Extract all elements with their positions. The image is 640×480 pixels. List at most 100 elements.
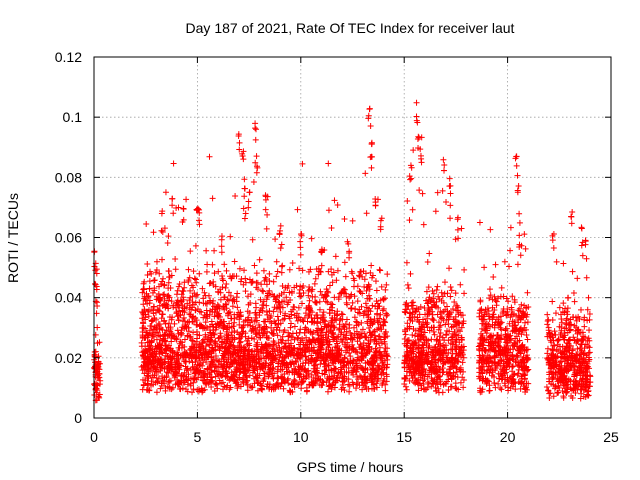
data-point	[342, 321, 349, 328]
data-point	[253, 163, 260, 170]
data-point	[429, 380, 436, 387]
data-point	[96, 394, 103, 401]
data-point	[155, 332, 162, 339]
data-point	[255, 355, 262, 362]
data-point	[139, 308, 146, 315]
data-point	[246, 189, 253, 196]
data-point	[141, 377, 148, 384]
data-point	[429, 349, 436, 356]
data-point	[315, 271, 322, 278]
data-point	[157, 297, 164, 304]
data-point	[428, 383, 435, 390]
data-point	[349, 341, 356, 348]
data-point	[204, 261, 211, 268]
data-point	[452, 380, 459, 387]
data-point	[557, 348, 564, 355]
data-point	[407, 176, 414, 183]
data-point	[219, 364, 226, 371]
data-point	[431, 360, 438, 367]
data-point	[487, 347, 494, 354]
data-point	[248, 317, 255, 324]
data-point	[350, 367, 357, 374]
data-point	[301, 329, 308, 336]
data-point	[229, 351, 236, 358]
data-point	[230, 296, 237, 303]
data-point	[552, 383, 559, 390]
data-point	[442, 321, 449, 328]
data-point	[376, 333, 383, 340]
data-point	[93, 286, 100, 293]
data-point	[489, 367, 496, 374]
data-point	[232, 378, 239, 385]
data-point	[209, 195, 216, 202]
data-point	[435, 326, 442, 333]
data-point	[407, 270, 414, 277]
data-point	[358, 342, 365, 349]
data-point	[444, 303, 451, 310]
data-point	[523, 332, 530, 339]
data-point	[203, 268, 210, 275]
data-point	[448, 375, 455, 382]
data-point	[458, 324, 465, 331]
data-point	[570, 334, 577, 341]
data-point	[362, 300, 369, 307]
data-point	[436, 373, 443, 380]
data-point	[297, 244, 304, 251]
data-point	[378, 340, 385, 347]
data-point	[153, 309, 160, 316]
data-point	[329, 381, 336, 388]
data-point	[556, 384, 563, 391]
data-point	[577, 329, 584, 336]
data-point	[439, 369, 446, 376]
data-point	[332, 379, 339, 386]
data-point	[260, 330, 267, 337]
data-point	[561, 336, 568, 343]
data-point	[503, 295, 510, 302]
data-point	[152, 379, 159, 386]
data-point	[448, 287, 455, 294]
data-point	[381, 341, 388, 348]
data-point	[263, 281, 270, 288]
data-point	[248, 384, 255, 391]
data-point	[271, 348, 278, 355]
data-point	[585, 335, 592, 342]
data-point	[300, 290, 307, 297]
data-point	[145, 313, 152, 320]
data-point	[478, 306, 485, 313]
data-point	[366, 106, 373, 113]
data-point	[365, 112, 372, 119]
data-point	[435, 363, 442, 370]
data-point	[405, 285, 412, 292]
data-point	[363, 342, 370, 349]
data-point	[346, 388, 353, 395]
data-point	[495, 380, 502, 387]
data-point	[453, 364, 460, 371]
data-point	[432, 384, 439, 391]
data-point	[221, 261, 228, 268]
data-point	[545, 316, 552, 323]
data-point	[264, 292, 271, 299]
data-point	[434, 311, 441, 318]
data-point	[336, 325, 343, 332]
data-point	[424, 358, 431, 365]
data-point	[375, 349, 382, 356]
data-point	[497, 320, 504, 327]
data-point	[149, 352, 156, 359]
data-point	[186, 297, 193, 304]
data-point	[260, 288, 267, 295]
data-point	[180, 351, 187, 358]
data-point	[519, 363, 526, 370]
data-point	[334, 374, 341, 381]
data-point	[317, 338, 324, 345]
data-point	[380, 322, 387, 329]
data-point	[187, 380, 194, 387]
data-point	[296, 286, 303, 293]
data-point	[382, 295, 389, 302]
data-point	[158, 364, 165, 371]
data-point	[248, 279, 255, 286]
data-point	[310, 358, 317, 365]
data-point	[319, 382, 326, 389]
data-point	[264, 311, 271, 318]
data-point	[411, 372, 418, 379]
data-point	[285, 380, 292, 387]
